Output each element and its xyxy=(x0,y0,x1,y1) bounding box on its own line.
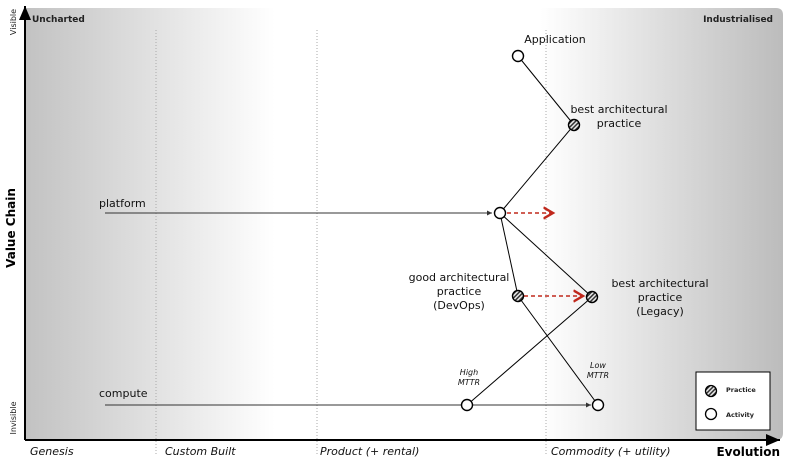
legend: Practice Activity xyxy=(695,371,771,431)
corner-uncharted: Uncharted xyxy=(32,15,85,25)
map-background xyxy=(25,8,783,440)
legend-practice-label: Practice xyxy=(726,386,756,394)
stage-commodity: Commodity (+ utility) xyxy=(551,445,671,458)
x-axis-title: Evolution xyxy=(716,445,780,459)
node-label-good-practice-devops: good architectural xyxy=(409,271,510,284)
legend-activity-icon xyxy=(704,407,718,421)
stage-product: Product (+ rental) xyxy=(320,445,419,458)
node-best-practice-legacy[interactable] xyxy=(585,290,599,304)
compute-label: compute xyxy=(99,387,148,400)
stage-genesis: Genesis xyxy=(30,445,74,458)
node-label-good-practice-devops: (DevOps) xyxy=(433,299,485,312)
node-label-compute-low-mttr: Low xyxy=(590,361,606,370)
node-label-compute-high-mttr: High xyxy=(460,368,478,377)
edge-platform-to-best-practice-legacy xyxy=(499,212,593,298)
node-label-compute-high-mttr: MTTR xyxy=(458,378,480,387)
node-platform[interactable] xyxy=(493,206,507,220)
edge-best-practice-legacy-to-compute-high-mttr xyxy=(466,296,593,406)
y-axis-visible: Visible xyxy=(9,9,18,35)
edge-application-to-best-practice-top xyxy=(517,55,575,126)
platform-label: platform xyxy=(99,197,146,210)
legend-activity-label: Activity xyxy=(726,411,755,419)
node-best-practice-top[interactable] xyxy=(567,118,581,132)
node-label-best-practice-legacy: best architectural xyxy=(611,277,708,290)
node-label-best-practice-top: best architectural xyxy=(570,103,667,116)
y-axis-invisible: Invisible xyxy=(9,401,18,434)
dependency-edges xyxy=(466,55,599,406)
node-good-practice-devops[interactable] xyxy=(511,289,525,303)
node-label-best-practice-legacy: (Legacy) xyxy=(636,305,684,318)
node-label-application: Application xyxy=(524,33,585,46)
node-label-best-practice-top: practice xyxy=(597,117,642,130)
node-label-compute-low-mttr: MTTR xyxy=(587,371,609,380)
stage-custom-built: Custom Built xyxy=(165,445,236,458)
node-label-best-practice-legacy: practice xyxy=(638,291,683,304)
edge-good-practice-devops-to-compute-low-mttr xyxy=(517,295,599,406)
node-compute-low-mttr[interactable] xyxy=(591,398,605,412)
corner-industrialised: Industrialised xyxy=(703,15,773,25)
legend-practice-icon xyxy=(704,384,718,398)
node-label-good-practice-devops: practice xyxy=(437,285,482,298)
node-application[interactable] xyxy=(511,49,525,63)
y-axis-title: Value Chain xyxy=(4,188,18,268)
edge-platform-to-good-practice-devops xyxy=(499,212,519,297)
node-compute-high-mttr[interactable] xyxy=(460,398,474,412)
edge-best-practice-top-to-platform xyxy=(499,124,575,214)
